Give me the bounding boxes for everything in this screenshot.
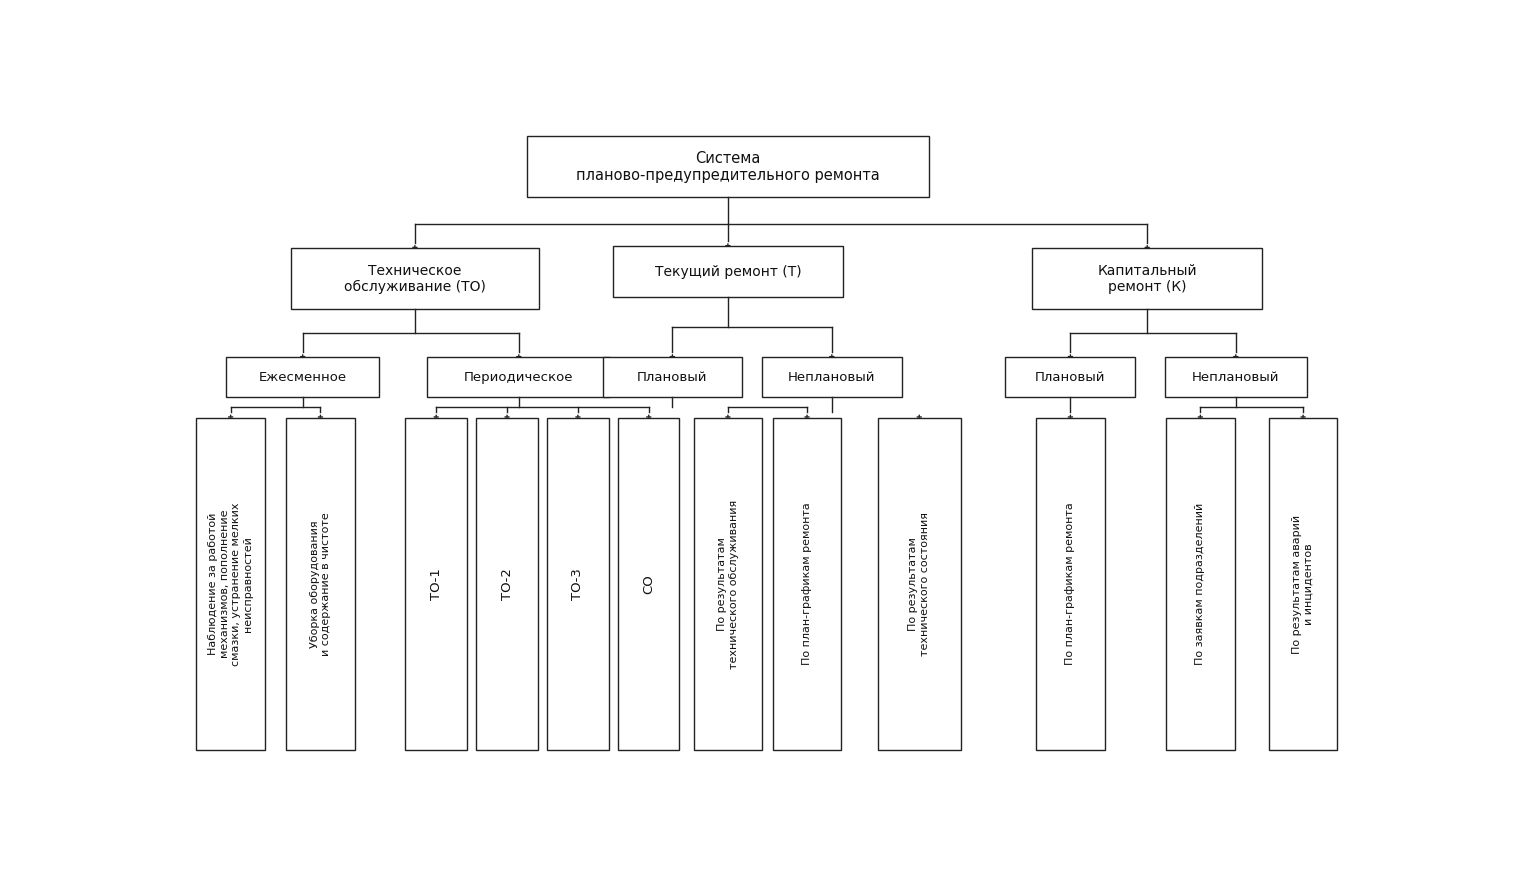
FancyBboxPatch shape (477, 418, 538, 751)
Text: По заявкам подразделений: По заявкам подразделений (1195, 503, 1205, 665)
Text: По результатам аварий
и инцидентов: По результатам аварий и инцидентов (1292, 515, 1314, 654)
FancyBboxPatch shape (1269, 418, 1338, 751)
Text: По результатам
технического состояния: По результатам технического состояния (908, 512, 930, 656)
FancyBboxPatch shape (1036, 418, 1105, 751)
Text: Периодическое: Периодическое (465, 371, 573, 383)
Text: По план-графикам ремонта: По план-графикам ремонта (1065, 502, 1076, 665)
Text: По результатам
технического обслуживания: По результатам технического обслуживания (718, 500, 739, 669)
Text: ТО-3: ТО-3 (572, 568, 584, 600)
FancyBboxPatch shape (619, 418, 680, 751)
FancyBboxPatch shape (1164, 358, 1306, 396)
FancyBboxPatch shape (693, 418, 762, 751)
Text: Неплановый: Неплановый (788, 371, 876, 383)
FancyBboxPatch shape (762, 358, 902, 396)
FancyBboxPatch shape (773, 418, 841, 751)
Text: По план-графикам ремонта: По план-графикам ремонта (802, 502, 812, 665)
FancyBboxPatch shape (197, 418, 265, 751)
FancyBboxPatch shape (1006, 358, 1135, 396)
Text: Неплановый: Неплановый (1192, 371, 1280, 383)
FancyBboxPatch shape (291, 248, 539, 309)
Text: Плановый: Плановый (1035, 371, 1106, 383)
FancyBboxPatch shape (1032, 248, 1262, 309)
Text: Капитальный
ремонт (К): Капитальный ремонт (К) (1097, 263, 1196, 293)
FancyBboxPatch shape (226, 358, 379, 396)
Text: ТО-2: ТО-2 (500, 568, 514, 600)
Text: Уборка оборудования
и содержание в чистоте: Уборка оборудования и содержание в чисто… (309, 512, 331, 655)
Text: СО: СО (642, 574, 655, 594)
Text: Плановый: Плановый (637, 371, 707, 383)
Text: Ежесменное: Ежесменное (259, 371, 347, 383)
FancyBboxPatch shape (287, 418, 355, 751)
FancyBboxPatch shape (527, 137, 928, 197)
FancyBboxPatch shape (547, 418, 608, 751)
FancyBboxPatch shape (1166, 418, 1234, 751)
Text: Наблюдение за работой
механизмов, пополнение
смазки, устранение мелких
неисправн: Наблюдение за работой механизмов, пополн… (209, 502, 253, 666)
FancyBboxPatch shape (405, 418, 466, 751)
Text: ТО-1: ТО-1 (430, 568, 442, 600)
Text: Техническое
обслуживание (ТО): Техническое обслуживание (ТО) (344, 263, 486, 294)
FancyBboxPatch shape (427, 358, 611, 396)
Text: Текущий ремонт (Т): Текущий ремонт (Т) (655, 265, 802, 279)
FancyBboxPatch shape (602, 358, 742, 396)
FancyBboxPatch shape (878, 418, 960, 751)
FancyBboxPatch shape (613, 247, 843, 298)
Text: Система
планово-предупредительного ремонта: Система планово-предупредительного ремон… (576, 151, 879, 183)
